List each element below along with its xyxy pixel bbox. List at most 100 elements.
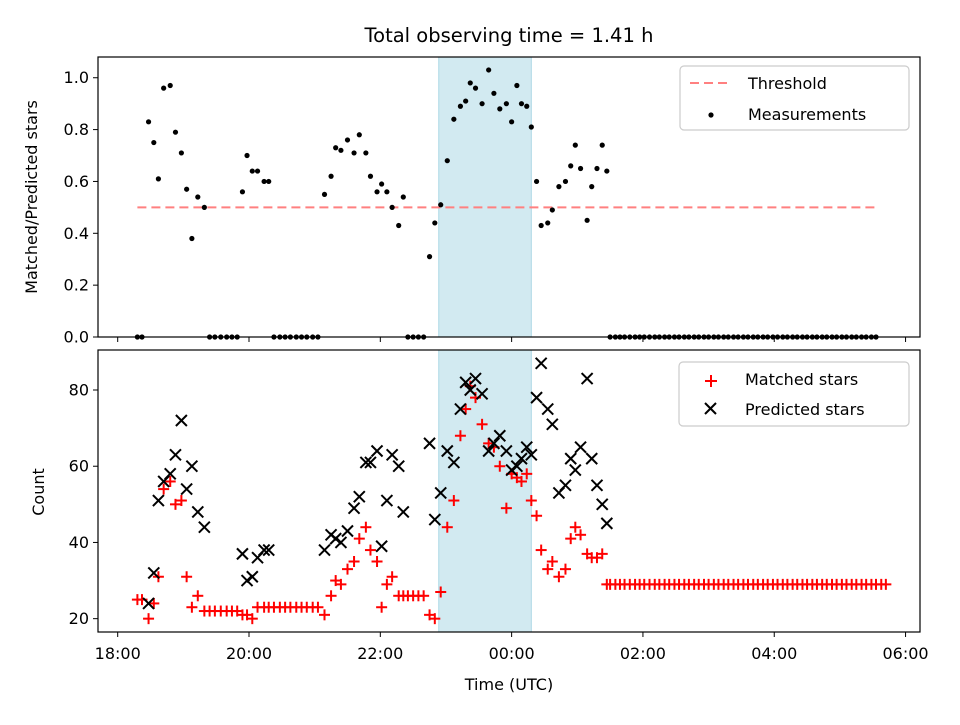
matched-star-point — [531, 510, 543, 522]
measurement-point — [584, 217, 590, 223]
y-tick-label: 80 — [69, 381, 89, 400]
measurement-point — [524, 103, 530, 109]
matched-star-point — [460, 403, 472, 415]
matched-star-point — [441, 521, 453, 533]
predicted-star-point — [487, 437, 501, 450]
x-tick-label: 18:00 — [95, 644, 141, 663]
predicted-star-point — [541, 402, 554, 416]
y-axis-ticks-top: 0.0 0.2 0.4 0.6 0.8 1.0 — [64, 68, 98, 347]
plot-frame-top — [97, 56, 921, 338]
matched-star-point — [515, 475, 527, 487]
matched-star-point — [546, 556, 558, 567]
measurement-point — [503, 101, 509, 107]
predicted-marker-b — [329, 532, 342, 545]
matched-star-point — [319, 609, 331, 621]
predicted-star-point — [236, 547, 249, 561]
predicted-marker-b — [574, 440, 587, 454]
measurements-panel: 0.0 0.2 0.4 0.6 0.8 1.0 Matched/Predicted sta… — [22, 56, 921, 347]
predicted-star-point — [397, 505, 410, 519]
y-tick-label: 0.8 — [64, 120, 89, 139]
matched-star-point — [341, 563, 353, 575]
highlight-span-top — [438, 56, 532, 338]
predicted-marker-b — [520, 440, 533, 454]
predicted-star-point — [392, 460, 405, 473]
predicted-star-point — [428, 513, 442, 526]
predicted-star-point — [329, 532, 342, 545]
measurement-point — [367, 173, 374, 179]
matched-star-point — [435, 586, 447, 598]
predicted-star-point — [464, 383, 477, 397]
predicted-marker-b — [600, 517, 614, 530]
matched-star-point — [569, 521, 581, 533]
predicted-marker-b — [370, 444, 384, 458]
predicted-star-point — [525, 448, 538, 462]
measurement-point — [463, 98, 469, 104]
predicted-marker-b — [318, 543, 331, 557]
predicted-star-point — [380, 494, 394, 507]
measurement-point — [328, 173, 334, 179]
predicted-star-point — [191, 505, 205, 519]
predicted-marker-b — [240, 574, 254, 587]
measurement-point — [338, 147, 344, 153]
measurement-point — [426, 254, 433, 260]
matched-star-point — [500, 502, 512, 514]
highlight-span-bottom — [438, 349, 532, 633]
predicted-marker-b — [334, 536, 348, 549]
matched-star-point — [186, 601, 198, 613]
measurement-point — [514, 82, 520, 89]
measurement-point — [266, 178, 272, 185]
matched-star-point — [192, 590, 204, 602]
matched-star-point — [535, 544, 547, 556]
predicted-marker-b — [515, 452, 528, 465]
predicted-star-point — [580, 372, 594, 385]
predicted-star-point — [164, 467, 177, 481]
predicted-star-point — [364, 456, 377, 469]
chart-title: Total observing time = 1.41 h — [364, 24, 654, 47]
measurement-point — [599, 142, 605, 148]
matched-star-point — [454, 430, 466, 442]
predicted-star-point — [530, 391, 543, 404]
measurement-point — [467, 80, 473, 86]
measurement-point — [184, 186, 190, 192]
measurement-point — [189, 235, 195, 242]
predicted-marker-b — [580, 372, 594, 385]
predicted-marker-b — [475, 387, 489, 401]
measurement-point — [333, 145, 339, 151]
predicted-star-point — [500, 444, 513, 458]
predicted-marker-b — [380, 494, 394, 507]
predicted-star-point — [142, 597, 155, 610]
measurement-point — [161, 85, 167, 91]
matched-star-point — [429, 613, 441, 625]
measurement-point — [509, 119, 515, 125]
predicted-marker-b — [347, 501, 361, 515]
matched-star-point — [181, 571, 193, 583]
predicted-star-point — [564, 452, 577, 465]
predicted-star-point — [520, 440, 533, 454]
predicted-marker-b — [257, 543, 271, 557]
predicted-star-point — [459, 376, 472, 389]
predicted-marker-b — [246, 570, 259, 583]
measurement-point — [167, 82, 173, 89]
matched-star-point — [325, 590, 337, 602]
matched-star-point — [360, 521, 372, 533]
legend-label-measurements: Measurements — [748, 105, 866, 124]
matched-star-point — [143, 613, 155, 625]
measurements-legend-swatch — [708, 112, 714, 118]
predicted-marker-b — [559, 479, 572, 492]
measurement-point — [389, 204, 395, 210]
predicted-star-point — [180, 482, 193, 496]
matched-star-point — [158, 483, 170, 495]
measurement-point — [438, 202, 444, 208]
predicted-star-point — [246, 570, 259, 583]
y-tick-label: 40 — [69, 533, 89, 552]
predicted-marker-b — [546, 418, 559, 431]
measurement-point — [178, 150, 184, 156]
predicted-star-point — [493, 429, 507, 442]
matched-star-point — [565, 533, 577, 545]
y-axis-label-top: Matched/Predicted stars — [22, 100, 41, 294]
predicted-marker-b — [169, 448, 182, 462]
legend-label-threshold: Threshold — [747, 74, 827, 93]
x-tick-label: 04:00 — [751, 644, 797, 663]
matched-star-point — [559, 563, 571, 575]
y-tick-label: 1.0 — [64, 68, 89, 87]
